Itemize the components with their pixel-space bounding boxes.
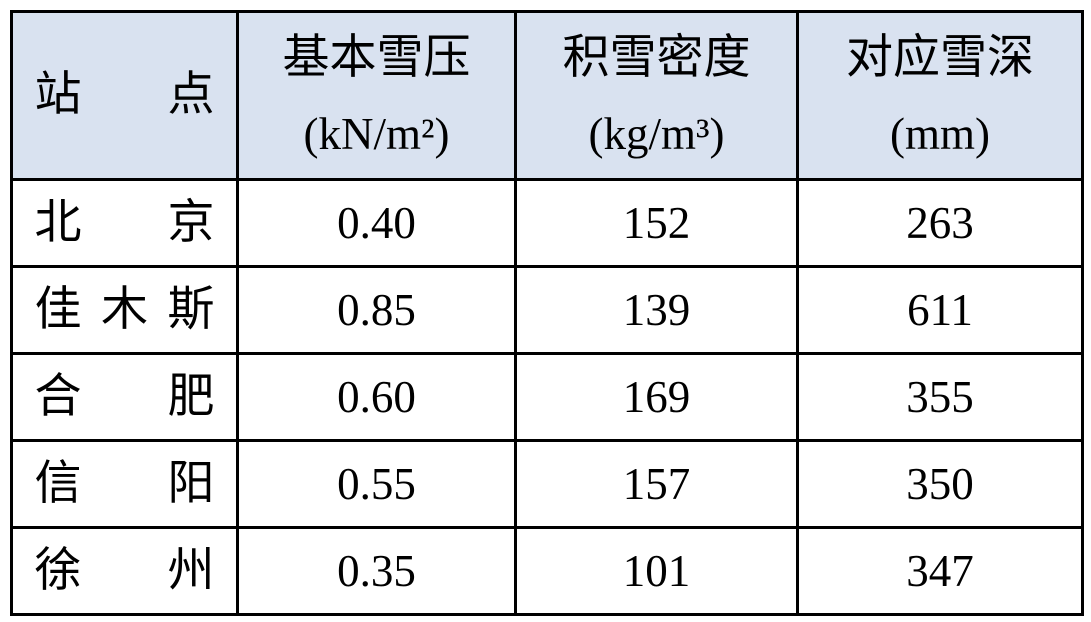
col-header-name: 积雪密度 bbox=[562, 31, 751, 84]
table-row: 合肥 0.60 169 355 bbox=[10, 352, 1084, 442]
station-cell: 徐州 bbox=[10, 526, 239, 616]
station-name: 合肥 bbox=[34, 370, 215, 423]
pressure-cell: 0.35 bbox=[236, 526, 517, 616]
density-cell: 139 bbox=[514, 265, 799, 355]
depth-cell: 355 bbox=[796, 352, 1084, 442]
station-cell: 合肥 bbox=[10, 352, 239, 442]
station-cell: 信阳 bbox=[10, 439, 239, 529]
pressure-cell: 0.55 bbox=[236, 439, 517, 529]
pressure-cell: 0.60 bbox=[236, 352, 517, 442]
station-cell: 北京 bbox=[10, 178, 239, 268]
col-header-snow-depth: 对应雪深 (mm) bbox=[796, 10, 1084, 181]
station-name: 北京 bbox=[34, 196, 215, 249]
header-row: 站点 基本雪压 (kN/m²) 积雪密度 (kg/m³) 对应雪深 (mm) bbox=[10, 10, 1084, 181]
col-header-station: 站点 bbox=[10, 10, 239, 181]
station-header-label: 站点 bbox=[34, 69, 215, 121]
station-name: 佳木斯 bbox=[34, 283, 215, 336]
col-header-basic-snow-pressure: 基本雪压 (kN/m²) bbox=[236, 10, 517, 181]
snow-data-table: 站点 基本雪压 (kN/m²) 积雪密度 (kg/m³) 对应雪深 (mm) bbox=[10, 10, 1084, 616]
depth-cell: 350 bbox=[796, 439, 1084, 529]
station-name: 徐州 bbox=[34, 544, 215, 597]
station-cell: 佳木斯 bbox=[10, 265, 239, 355]
table-row: 信阳 0.55 157 350 bbox=[10, 439, 1084, 529]
density-cell: 169 bbox=[514, 352, 799, 442]
col-header-unit: (mm) bbox=[890, 108, 990, 159]
pressure-cell: 0.85 bbox=[236, 265, 517, 355]
density-cell: 152 bbox=[514, 178, 799, 268]
col-header-snow-density: 积雪密度 (kg/m³) bbox=[514, 10, 799, 181]
col-header-name: 对应雪深 bbox=[846, 31, 1034, 84]
density-cell: 101 bbox=[514, 526, 799, 616]
table-header: 站点 基本雪压 (kN/m²) 积雪密度 (kg/m³) 对应雪深 (mm) bbox=[10, 10, 1084, 181]
density-cell: 157 bbox=[514, 439, 799, 529]
table-row: 北京 0.40 152 263 bbox=[10, 178, 1084, 268]
table-row: 佳木斯 0.85 139 611 bbox=[10, 265, 1084, 355]
depth-cell: 347 bbox=[796, 526, 1084, 616]
station-name: 信阳 bbox=[34, 457, 215, 510]
snow-data-table-wrapper: 站点 基本雪压 (kN/m²) 积雪密度 (kg/m³) 对应雪深 (mm) bbox=[10, 10, 1084, 616]
pressure-cell: 0.40 bbox=[236, 178, 517, 268]
col-header-unit: (kN/m²) bbox=[303, 108, 450, 159]
table-body: 北京 0.40 152 263 佳木斯 0.85 139 611 合肥 0.60… bbox=[10, 178, 1084, 616]
col-header-name: 基本雪压 bbox=[282, 31, 471, 84]
table-row: 徐州 0.35 101 347 bbox=[10, 526, 1084, 616]
col-header-unit: (kg/m³) bbox=[588, 108, 725, 159]
depth-cell: 263 bbox=[796, 178, 1084, 268]
depth-cell: 611 bbox=[796, 265, 1084, 355]
